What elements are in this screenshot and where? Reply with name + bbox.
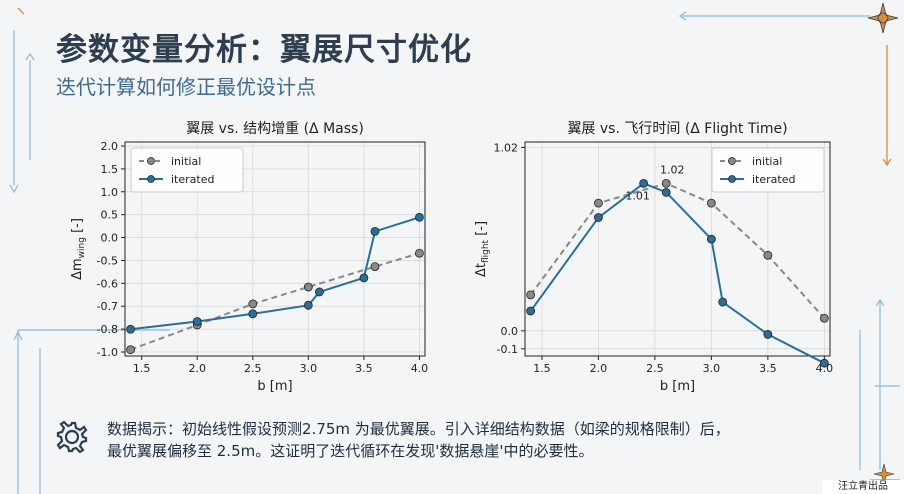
y-tick-label: 0.0 xyxy=(101,232,119,245)
y-tick-label: -0.5 xyxy=(97,254,118,267)
series-line-initial xyxy=(529,182,826,319)
data-point-iterated xyxy=(706,234,716,244)
y-tick-label: 0.5 xyxy=(101,209,119,222)
data-point-iterated xyxy=(126,324,135,334)
chart-title: 翼展 vs. 结构增重 (Δ Mass) xyxy=(186,121,364,137)
data-point-iterated xyxy=(661,187,671,197)
y-axis-label: Δtflight [-] xyxy=(474,221,491,277)
x-tick-label: 1.5 xyxy=(533,362,551,375)
legend-swatch-marker xyxy=(728,175,736,183)
mass-chart: 翼展 vs. 结构增重 (Δ Mass) 1.5 2.0 2.5 3.0 3.5 4.0 2.… xyxy=(70,121,429,394)
y-tick-label: 2.0 xyxy=(101,140,119,153)
data-point-initial xyxy=(526,290,536,300)
y-axis-label: Δmwing [-] xyxy=(70,218,87,280)
x-tick-label: 3.5 xyxy=(355,362,373,375)
insight-line-1: 数据揭示：初始线性假设预测2.75m 为最优翼展。引入详细结构数据（如梁的规格限… xyxy=(107,420,730,438)
x-tick-label: 3.0 xyxy=(703,362,721,375)
gear-icon xyxy=(56,420,88,454)
x-tick-label: 3.0 xyxy=(300,362,318,375)
legend-label-iterated: iterated xyxy=(752,173,795,186)
series-line-iterated xyxy=(130,216,420,331)
data-point-iterated xyxy=(192,317,202,326)
y-tick-label: -1.0 xyxy=(97,346,118,359)
data-point-initial xyxy=(303,282,313,292)
data-point-initial xyxy=(370,262,380,271)
compass-rose xyxy=(867,2,899,34)
data-point-iterated xyxy=(315,287,324,297)
y-tick-label: -0.1 xyxy=(497,343,518,356)
data-point-initial xyxy=(594,198,603,208)
data-point-initial xyxy=(763,250,773,260)
x-tick-label: 4.0 xyxy=(411,362,429,375)
y-tick-label: -0.6 xyxy=(97,277,118,290)
x-tick-label: 2.5 xyxy=(646,362,664,375)
page-subtitle: 迭代计算如何修正最优设计点 xyxy=(56,75,316,99)
data-point-iterated xyxy=(370,227,380,236)
annotation-label: 1.02 xyxy=(660,163,685,176)
data-point-initial xyxy=(706,198,716,208)
data-point-iterated xyxy=(639,178,649,188)
legend-swatch-marker xyxy=(728,157,736,165)
data-point-iterated xyxy=(594,213,603,222)
y-tick-label: 1.0 xyxy=(101,186,119,199)
data-point-initial xyxy=(819,313,829,323)
data-point-iterated xyxy=(415,212,424,222)
data-point-initial xyxy=(415,248,424,258)
legend-box xyxy=(711,147,825,193)
flight-time-chart: 翼展 vs. 飞行时间 (Δ Flight Time) 1.5 2.0 2.5 3.0 3… xyxy=(474,121,834,394)
y-tick-label: 1.5 xyxy=(101,163,119,176)
legend-swatch-marker xyxy=(147,175,155,183)
plot-frame xyxy=(124,141,426,357)
x-axis-label: b [m] xyxy=(257,379,292,394)
legend-label-iterated: iterated xyxy=(171,173,214,186)
x-tick-label: 2.0 xyxy=(188,362,206,375)
page-title: 参数变量分析：翼展尺寸优化 xyxy=(56,32,472,68)
legend-box xyxy=(130,147,244,193)
data-point-initial xyxy=(126,345,135,355)
series-line-iterated xyxy=(529,182,825,365)
annotation-label: 1.01 xyxy=(625,189,650,202)
plot-frame xyxy=(524,141,831,357)
legend-label-initial: initial xyxy=(171,155,201,168)
data-point-iterated xyxy=(763,330,773,339)
x-axis-label: b [m] xyxy=(660,379,695,394)
data-point-iterated xyxy=(248,309,258,319)
data-point-initial xyxy=(661,178,671,188)
x-tick-label: 2.5 xyxy=(244,362,262,375)
watermark: 汪立青出品 xyxy=(822,480,904,494)
x-tick-label: 3.5 xyxy=(759,362,777,375)
insight-text: 数据揭示：初始线性假设预测2.75m 为最优翼展。引入详细结构数据（如梁的规格限… xyxy=(107,418,867,462)
x-tick-label: 4.0 xyxy=(816,362,834,375)
data-point-iterated xyxy=(718,297,728,307)
data-point-iterated xyxy=(526,306,536,316)
data-point-initial xyxy=(248,299,258,309)
y-tick-label: -0.8 xyxy=(97,323,118,336)
y-tick-label: 0.0 xyxy=(501,325,519,338)
y-tick-label: -0.7 xyxy=(97,300,118,313)
data-point-iterated xyxy=(359,273,369,283)
legend-label-initial: initial xyxy=(752,155,782,168)
x-tick-label: 2.0 xyxy=(590,362,608,375)
data-point-iterated xyxy=(303,300,313,310)
insight-line-2: 最优翼展偏移至 2.5m。这证明了迭代循环在发现'数据悬崖'中的必要性。 xyxy=(107,442,594,460)
data-point-iterated xyxy=(819,358,829,368)
chart-title: 翼展 vs. 飞行时间 (Δ Flight Time) xyxy=(567,121,787,137)
x-tick-label: 1.5 xyxy=(133,362,151,375)
y-tick-label: 1.02 xyxy=(494,141,519,154)
legend-swatch-marker xyxy=(147,157,155,165)
